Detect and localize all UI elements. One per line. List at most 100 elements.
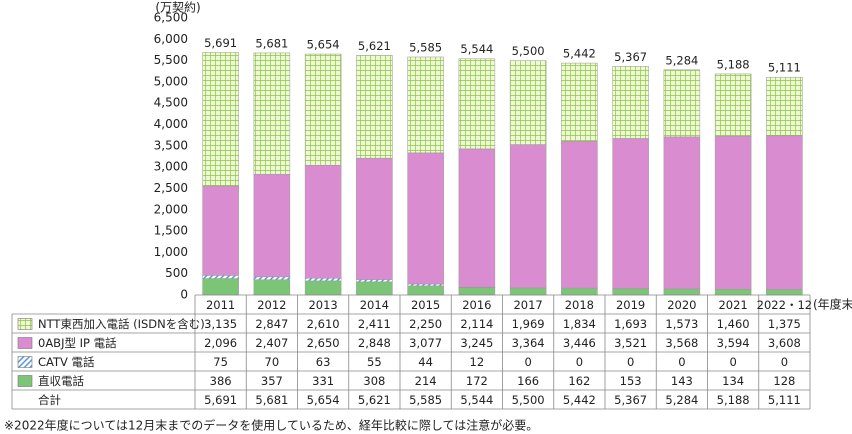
total-label: 5,681 bbox=[255, 36, 288, 50]
bar-segment bbox=[407, 285, 444, 296]
bar-segment bbox=[663, 288, 701, 296]
table-cell: 3,077 bbox=[409, 336, 442, 350]
y-tick-label: 1,500 bbox=[154, 224, 188, 238]
table-cell: 3,608 bbox=[768, 336, 801, 350]
bar-segment bbox=[612, 288, 649, 296]
table-cell: 5,585 bbox=[409, 393, 442, 407]
table-cell: 2,411 bbox=[358, 317, 391, 331]
table-cell: 5,284 bbox=[665, 393, 698, 407]
table-cell: 3,521 bbox=[614, 336, 647, 350]
y-tick-label: 4,000 bbox=[154, 117, 188, 131]
bar-segment bbox=[407, 283, 444, 287]
bar-segment bbox=[663, 69, 701, 138]
bar-segment bbox=[561, 140, 598, 289]
table-cell: 153 bbox=[620, 374, 642, 388]
table-cell: 55 bbox=[367, 355, 382, 369]
table-cell: 162 bbox=[568, 374, 590, 388]
bar-segment bbox=[304, 277, 342, 282]
bar-segment bbox=[714, 289, 752, 296]
table-cell: 2,847 bbox=[255, 317, 288, 331]
table-cell: 2,407 bbox=[255, 336, 288, 350]
bar-segment bbox=[356, 157, 393, 280]
bar-segment bbox=[612, 66, 649, 139]
table-cell: 0 bbox=[576, 355, 583, 369]
bar-segment bbox=[304, 165, 342, 279]
bar-segment bbox=[714, 73, 752, 137]
table-cell: 2,848 bbox=[358, 336, 391, 350]
table-cell: 331 bbox=[312, 374, 334, 388]
x-tick-label: 2014 bbox=[360, 298, 389, 312]
bar-segment bbox=[407, 152, 444, 285]
table-cell: 5,442 bbox=[563, 393, 596, 407]
x-tick-label: 2022・12 bbox=[757, 298, 812, 312]
x-unit: (年度末) bbox=[813, 297, 852, 312]
y-tick-label: 1,000 bbox=[154, 245, 188, 259]
total-label: 5,654 bbox=[307, 38, 340, 52]
total-label: 5,585 bbox=[409, 40, 442, 54]
bar-segment bbox=[766, 289, 803, 296]
legend-label: NTT東西加入電話 (ISDNを含む) bbox=[38, 317, 205, 331]
table-cell: 1,573 bbox=[665, 317, 698, 331]
bar-segment bbox=[612, 138, 649, 289]
x-tick-label: 2011 bbox=[206, 298, 235, 312]
bar-segment bbox=[202, 278, 239, 296]
table-cell: 3,446 bbox=[563, 336, 596, 350]
bar-segment bbox=[356, 281, 393, 296]
x-tick-label: 2015 bbox=[411, 298, 440, 312]
x-tick-label: 2021 bbox=[718, 298, 747, 312]
x-tick-label: 2017 bbox=[513, 298, 542, 312]
total-label: 5,500 bbox=[512, 44, 545, 58]
table-cell: 3,364 bbox=[512, 336, 545, 350]
table-cell: 12 bbox=[470, 355, 485, 369]
total-label: 5,691 bbox=[204, 36, 237, 50]
table-cell: 3,568 bbox=[665, 336, 698, 350]
table-cell: 0 bbox=[524, 355, 531, 369]
bar-segment bbox=[714, 135, 752, 290]
total-label: 5,544 bbox=[460, 42, 493, 56]
table-cell: 2,610 bbox=[307, 317, 340, 331]
x-tick-label: 2018 bbox=[565, 298, 594, 312]
table-cell: 386 bbox=[210, 374, 232, 388]
table-cell: 2,250 bbox=[409, 317, 442, 331]
footnote: ※2022年度については12月末までのデータを使用しているため、経年比較に際して… bbox=[4, 418, 538, 433]
table-cell: 44 bbox=[418, 355, 433, 369]
table-cell: 0 bbox=[678, 355, 685, 369]
bar-segment bbox=[253, 279, 291, 296]
y-tick-label: 5,500 bbox=[154, 53, 188, 67]
total-label: 5,442 bbox=[563, 47, 596, 61]
table-cell: 5,367 bbox=[614, 393, 647, 407]
total-label: 5,284 bbox=[665, 53, 698, 67]
bar-segment bbox=[304, 53, 342, 166]
y-tick-label: 2,000 bbox=[154, 202, 188, 216]
table-cell: 143 bbox=[671, 374, 693, 388]
table-cell: 128 bbox=[773, 374, 795, 388]
table-cell: 172 bbox=[466, 374, 488, 388]
y-tick-label: 4,500 bbox=[154, 96, 188, 110]
bar-segment bbox=[356, 55, 393, 159]
total-row-label: 合計 bbox=[38, 393, 61, 407]
y-tick-label: 5,000 bbox=[154, 74, 188, 88]
bar-segment bbox=[458, 58, 496, 150]
table-cell: 1,969 bbox=[512, 317, 545, 331]
x-tick-label: 2020 bbox=[667, 298, 696, 312]
y-tick-label: 500 bbox=[165, 266, 188, 280]
bar-segment bbox=[458, 287, 496, 296]
table-cell: 75 bbox=[213, 355, 228, 369]
table-cell: 214 bbox=[415, 374, 437, 388]
legend-swatch bbox=[17, 356, 33, 368]
table-cell: 5,111 bbox=[768, 393, 801, 407]
x-tick-label: 2019 bbox=[616, 298, 645, 312]
table-cell: 0 bbox=[781, 355, 788, 369]
table-cell: 1,693 bbox=[614, 317, 647, 331]
legend-label: 0ABJ型 IP 電話 bbox=[38, 336, 117, 350]
table-cell: 2,114 bbox=[460, 317, 493, 331]
bar-segment bbox=[509, 144, 547, 289]
table-cell: 3,245 bbox=[460, 336, 493, 350]
bar-segment bbox=[509, 287, 547, 296]
table-cell: 0 bbox=[729, 355, 736, 369]
y-tick-label: 0 bbox=[180, 288, 188, 302]
bar-segment bbox=[663, 136, 701, 290]
table-cell: 2,096 bbox=[204, 336, 237, 350]
y-tick-label: 3,000 bbox=[154, 160, 188, 174]
